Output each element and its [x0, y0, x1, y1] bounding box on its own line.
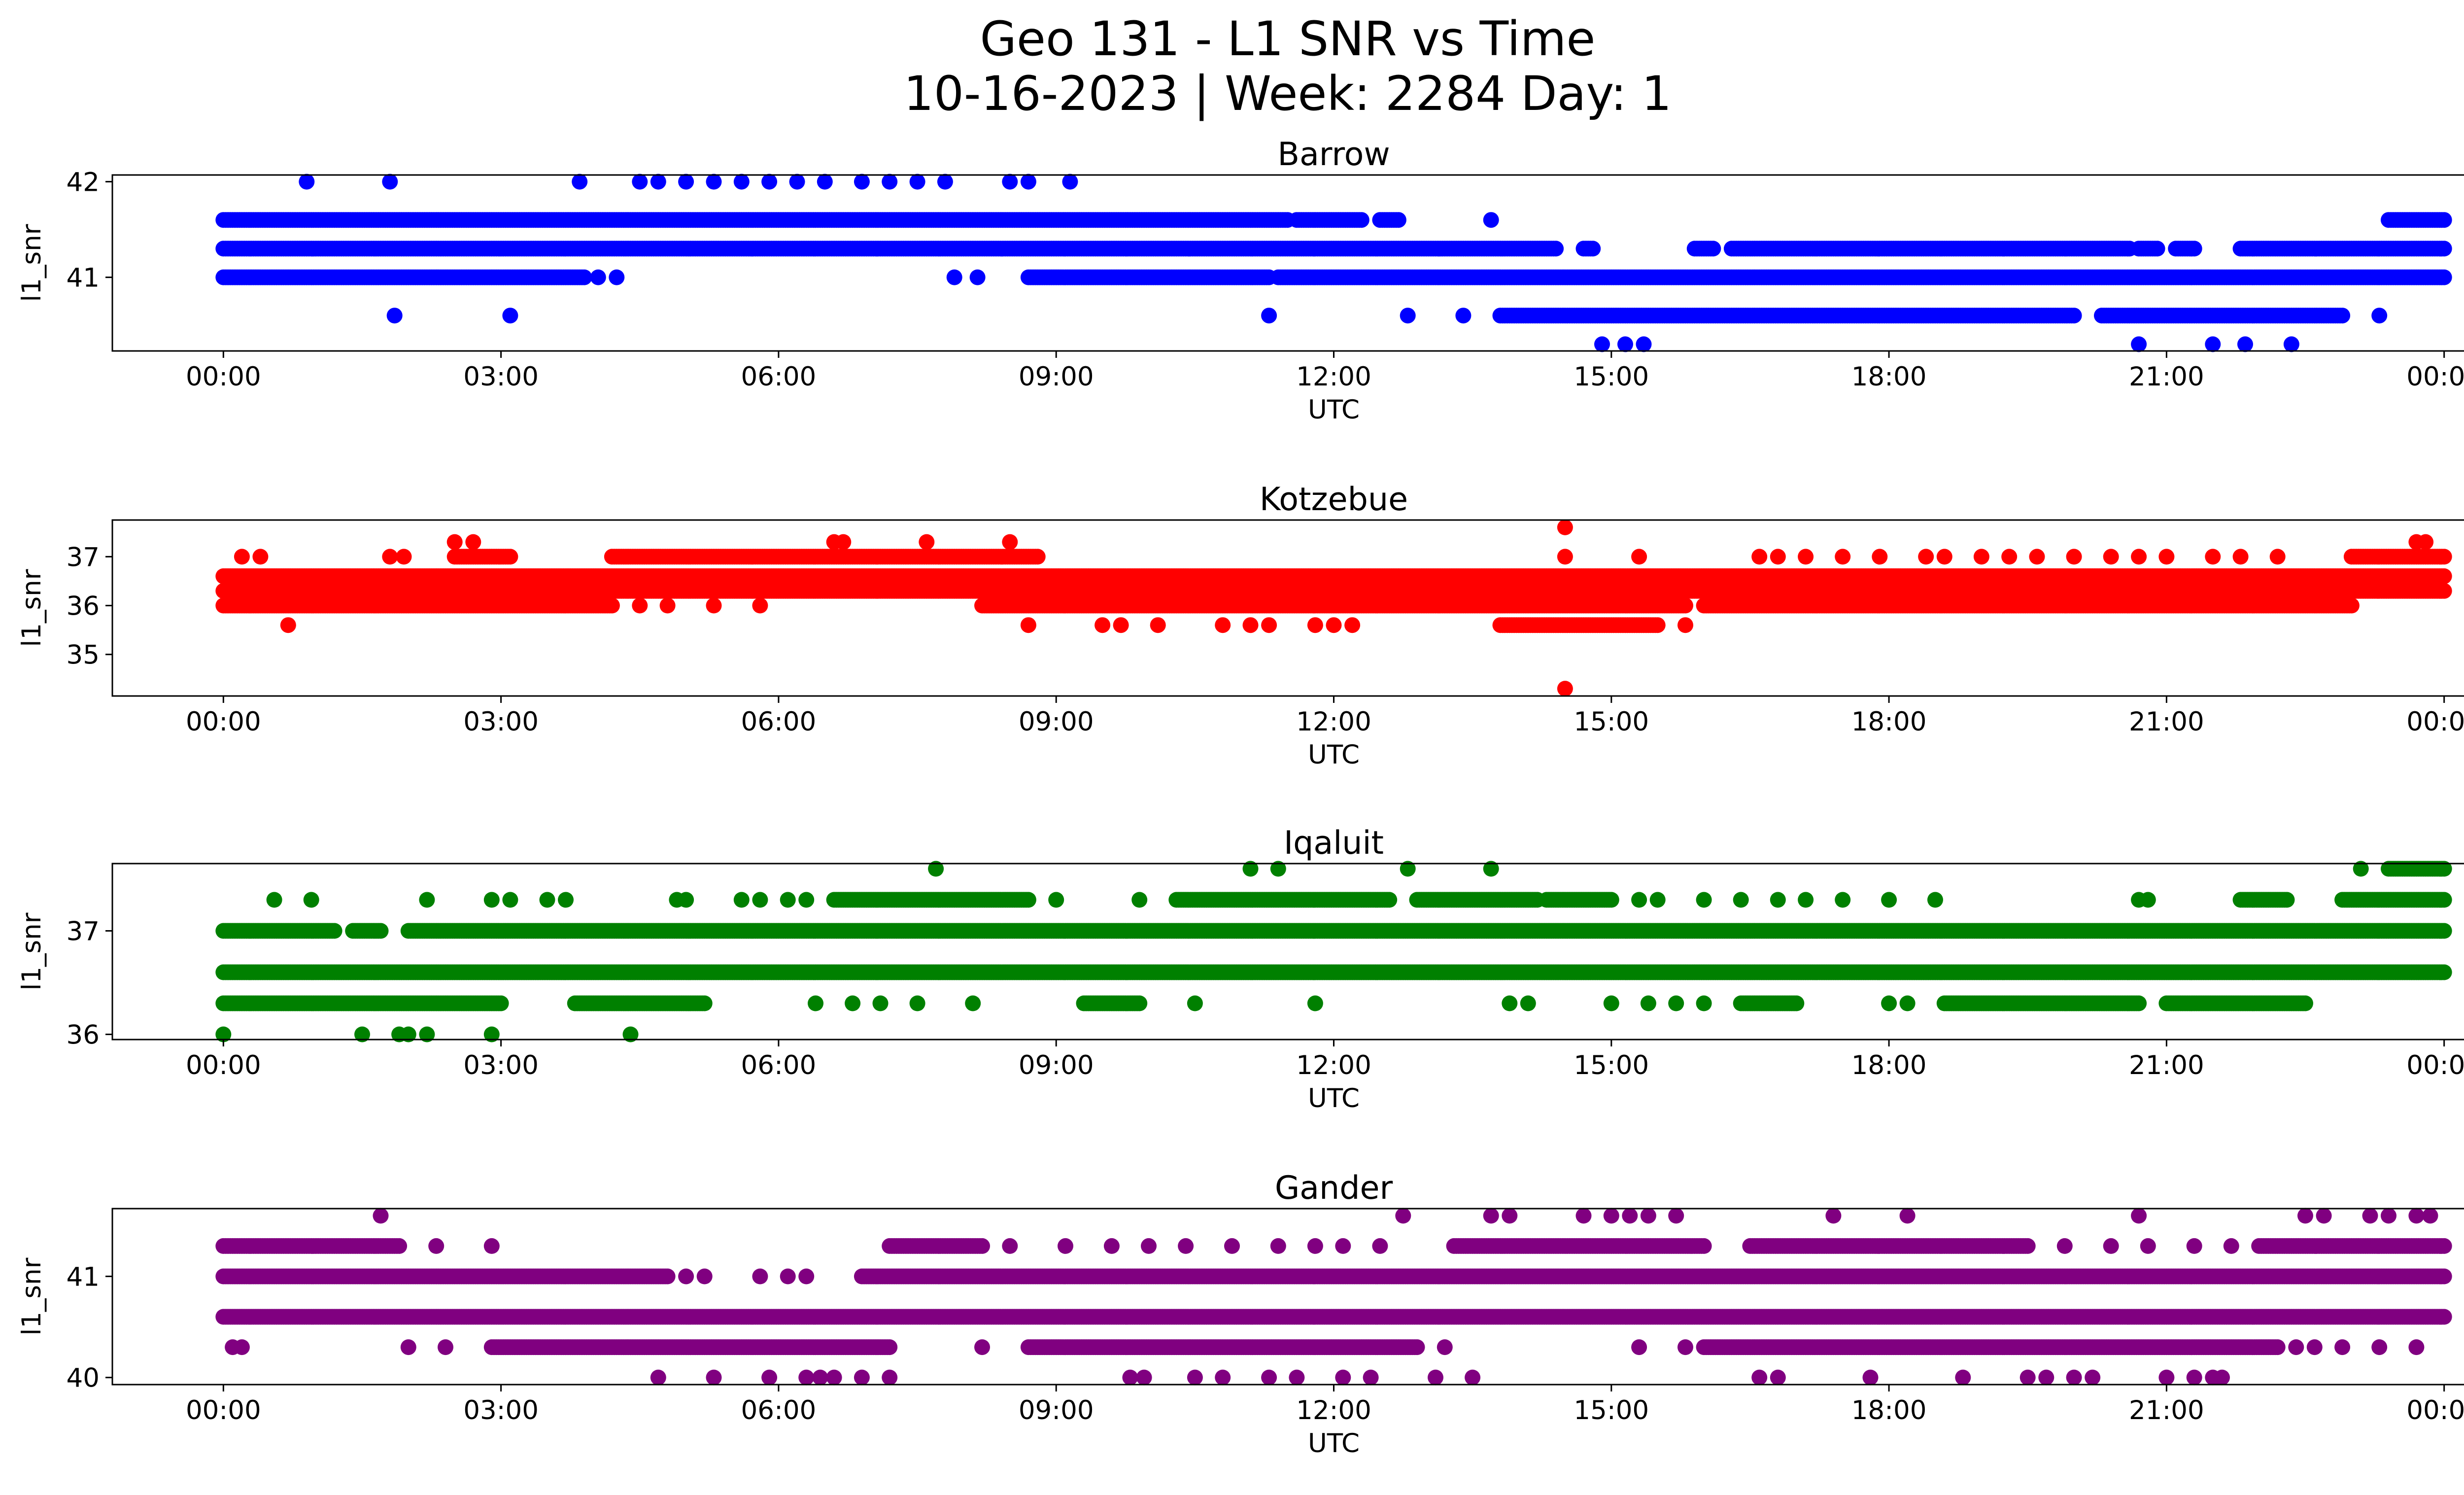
data-point — [1617, 336, 1633, 352]
data-point — [299, 174, 315, 190]
subplot-title: Kotzebue — [1260, 481, 1408, 518]
data-point — [1020, 174, 1036, 190]
data-point — [2283, 336, 2299, 352]
data-point — [2186, 241, 2202, 257]
data-point — [2066, 308, 2082, 324]
y-tick-label: 41 — [67, 263, 100, 293]
data-point — [2436, 583, 2452, 599]
y-axis-label: l1_snr — [17, 224, 47, 302]
data-point — [789, 174, 805, 190]
data-point — [1390, 212, 1406, 228]
data-point — [1636, 336, 1652, 352]
x-tick-label: 09:00 — [1019, 362, 1094, 392]
data-point — [604, 597, 620, 614]
data-point — [1594, 336, 1610, 352]
data-point — [761, 174, 778, 190]
x-tick-label: 03:00 — [463, 362, 539, 392]
data-point — [882, 174, 898, 190]
y-tick-label: 42 — [67, 168, 100, 198]
data-points — [215, 174, 2452, 352]
data-point — [2237, 336, 2253, 352]
data-point — [1400, 308, 1416, 324]
subplot-barrow: Barrow 00:00 03:00 06:00 09:00 12:00 15:00 18:0… — [17, 136, 2464, 425]
data-point — [2131, 336, 2147, 352]
x-tick-label: 06:00 — [741, 362, 817, 392]
data-point — [1548, 241, 1564, 257]
data-point — [946, 269, 962, 285]
data-point — [678, 174, 694, 190]
data-point — [1002, 174, 1018, 190]
data-point — [1585, 241, 1601, 257]
data-point — [386, 308, 403, 324]
data-point — [909, 174, 925, 190]
data-point — [502, 308, 518, 324]
data-point — [817, 174, 833, 190]
data-point — [609, 269, 625, 285]
data-point — [2149, 241, 2165, 257]
data-point — [2436, 269, 2452, 285]
x-axis-label: UTC — [1308, 395, 1360, 425]
data-point — [1677, 597, 1693, 614]
x-tick-label: 00:00 — [186, 362, 261, 392]
figure-title-line2: 10-16-2023 | Week: 2284 Day: 1 — [904, 66, 1672, 122]
data-point — [1353, 212, 1369, 228]
data-point — [706, 174, 722, 190]
data-point — [969, 269, 986, 285]
data-point — [1261, 308, 1277, 324]
data-point — [854, 174, 870, 190]
data-point — [572, 174, 588, 190]
subplot-title: Barrow — [1277, 136, 1390, 173]
data-point — [2436, 212, 2452, 228]
x-tick-label: 12:00 — [1296, 362, 1371, 392]
data-point — [1455, 308, 1472, 324]
data-point — [382, 174, 398, 190]
data-point — [1705, 241, 1721, 257]
data-point — [1483, 212, 1499, 228]
data-point — [590, 269, 606, 285]
data-point — [2205, 336, 2221, 352]
subplots: Barrow 00:00 03:00 06:00 09:00 12:00 15:00 18:0… — [17, 136, 2464, 1459]
data-point — [576, 269, 592, 285]
data-point — [1062, 174, 1078, 190]
data-point — [2334, 308, 2351, 324]
data-point — [650, 174, 666, 190]
figure-title-line1: Geo 131 - L1 SNR vs Time — [980, 11, 1596, 67]
data-point — [937, 174, 953, 190]
x-tick-label: 00:00 — [2406, 362, 2464, 392]
data-point — [632, 174, 648, 190]
x-tick-label: 18:00 — [1851, 362, 1927, 392]
data-point — [2436, 241, 2452, 257]
x-tick-label: 15:00 — [1574, 362, 1649, 392]
data-point — [2436, 568, 2452, 584]
data-point — [2371, 308, 2388, 324]
x-tick-label: 21:00 — [2129, 362, 2204, 392]
data-point — [733, 174, 750, 190]
